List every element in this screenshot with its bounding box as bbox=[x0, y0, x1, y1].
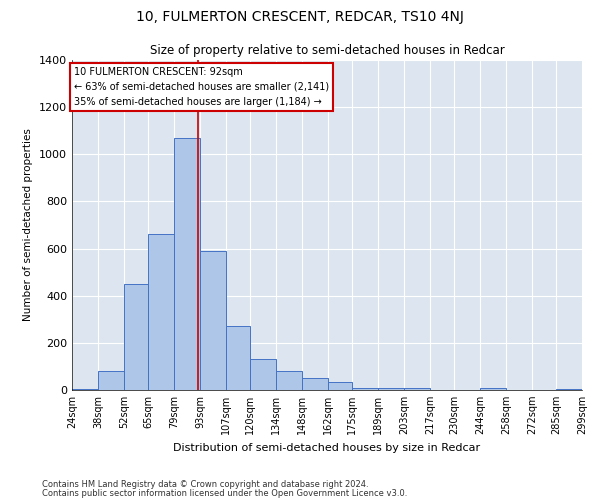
Bar bbox=[328, 382, 352, 390]
Text: 10 FULMERTON CRESCENT: 92sqm
← 63% of semi-detached houses are smaller (2,141)
3: 10 FULMERTON CRESCENT: 92sqm ← 63% of se… bbox=[74, 67, 329, 106]
Bar bbox=[302, 378, 328, 390]
Bar bbox=[250, 360, 276, 390]
Text: Contains public sector information licensed under the Open Government Licence v3: Contains public sector information licen… bbox=[42, 489, 407, 498]
Text: 10, FULMERTON CRESCENT, REDCAR, TS10 4NJ: 10, FULMERTON CRESCENT, REDCAR, TS10 4NJ bbox=[136, 10, 464, 24]
Bar bbox=[148, 234, 174, 390]
Y-axis label: Number of semi-detached properties: Number of semi-detached properties bbox=[23, 128, 34, 322]
Bar bbox=[124, 284, 148, 390]
Bar bbox=[352, 388, 378, 390]
Bar bbox=[404, 388, 430, 390]
Text: Contains HM Land Registry data © Crown copyright and database right 2024.: Contains HM Land Registry data © Crown c… bbox=[42, 480, 368, 489]
Title: Size of property relative to semi-detached houses in Redcar: Size of property relative to semi-detach… bbox=[149, 44, 505, 58]
Bar bbox=[226, 326, 250, 390]
Bar bbox=[200, 251, 226, 390]
Bar bbox=[480, 388, 506, 390]
Bar bbox=[72, 389, 98, 390]
Bar bbox=[556, 389, 582, 390]
Bar bbox=[174, 138, 200, 390]
Bar bbox=[276, 371, 302, 390]
Bar bbox=[378, 388, 404, 390]
X-axis label: Distribution of semi-detached houses by size in Redcar: Distribution of semi-detached houses by … bbox=[173, 442, 481, 452]
Bar bbox=[98, 371, 124, 390]
